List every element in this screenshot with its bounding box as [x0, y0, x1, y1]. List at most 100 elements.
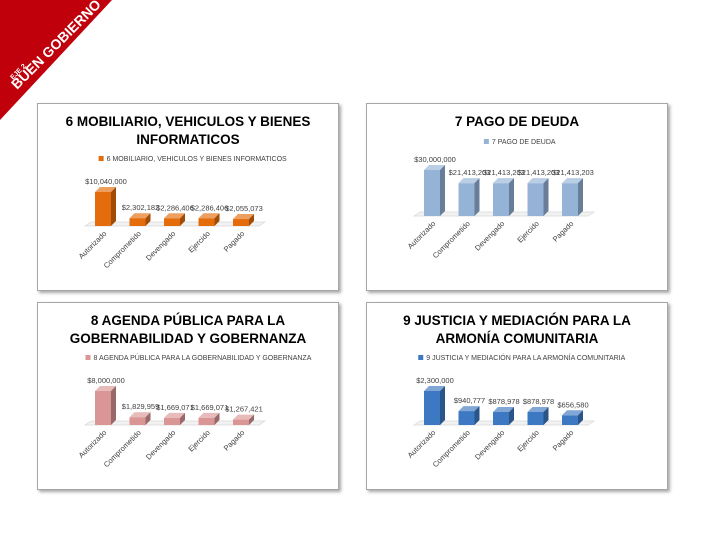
- data-label: $21,413,203: [449, 168, 491, 177]
- tick-label: Ejercido: [515, 219, 541, 245]
- tick-label: Autorizado: [406, 428, 438, 460]
- legend-label: 7 PAGO DE DEUDA: [492, 139, 556, 146]
- chart-mobiliario: 6 MOBILIARIO, VEHICULOS Y BIENES INFORMAT…: [66, 114, 311, 270]
- bar-top: [493, 407, 514, 413]
- data-label: $10,040,000: [85, 177, 127, 186]
- bar-top: [164, 213, 185, 219]
- bar-side: [111, 386, 116, 425]
- chart-title-line: INFORMATICOS: [136, 132, 239, 147]
- bar: [424, 391, 440, 425]
- bar-side: [543, 407, 549, 425]
- chart-title-line: 8 AGENDA PÚBLICA PARA LA: [91, 313, 286, 328]
- data-label: $1,829,959: [122, 402, 160, 411]
- chart-panel-pago-deuda: 7 PAGO DE DEUDA 7 PAGO DE DEUDA $30,000,00…: [366, 103, 668, 291]
- bar-side: [474, 406, 480, 425]
- bar-side: [440, 386, 445, 425]
- bar-side: [214, 412, 220, 425]
- bar: [493, 183, 509, 216]
- data-label: $21,413,203: [483, 168, 525, 177]
- legend-swatch: [85, 355, 91, 360]
- bar: [95, 391, 111, 425]
- bar-side: [543, 178, 549, 216]
- bar-top: [129, 412, 151, 418]
- bar-side: [249, 414, 254, 425]
- bar: [164, 417, 180, 425]
- data-label: $2,286,406: [191, 203, 229, 212]
- legend-swatch: [98, 156, 104, 161]
- tick-label: Ejercido: [186, 428, 212, 454]
- bar-side: [145, 213, 151, 226]
- bar: [198, 218, 215, 226]
- bar-top: [562, 178, 583, 184]
- bar-top: [129, 213, 151, 219]
- legend-swatch: [418, 355, 424, 360]
- tick-label: Autorizado: [77, 428, 109, 460]
- chart-pago-deuda: 7 PAGO DE DEUDA 7 PAGO DE DEUDA $30,000,00…: [406, 114, 596, 260]
- bar-top: [458, 178, 480, 184]
- tick-label: Pagado: [551, 219, 576, 244]
- bar-top: [424, 386, 445, 391]
- legend-label: 8 AGENDA PÚBLICA PARA LA GOBERNABILIDAD …: [94, 353, 312, 362]
- chart-agenda-publica: 8 AGENDA PÚBLICA PARA LA GOBERNABILIDAD Y…: [70, 313, 312, 469]
- bar-top: [95, 187, 116, 192]
- bar-side: [180, 213, 185, 226]
- bar: [424, 170, 440, 216]
- bar-top: [493, 178, 514, 184]
- tick-label: Ejercido: [186, 229, 212, 255]
- bar-side: [214, 213, 220, 226]
- bar-top: [233, 214, 254, 220]
- data-label: $878,978: [488, 397, 519, 406]
- bar: [164, 218, 180, 226]
- chart-panel-agenda-publica: 8 AGENDA PÚBLICA PARA LA GOBERNABILIDAD Y…: [37, 302, 339, 490]
- data-label: $21,413,203: [552, 168, 594, 177]
- bar: [129, 218, 146, 226]
- bar-side: [440, 165, 445, 216]
- data-label: $2,286,406: [156, 203, 194, 212]
- data-label: $878,978: [523, 397, 554, 406]
- bar-side: [509, 407, 514, 425]
- data-label: $2,302,182: [122, 203, 160, 212]
- bar-side: [474, 178, 480, 216]
- bar-side: [145, 412, 151, 425]
- bar-side: [509, 178, 514, 216]
- chart-title-line: 9 JUSTICIA Y MEDIACIÓN PARA LA: [403, 313, 631, 328]
- legend-label: 9 JUSTICIA Y MEDIACIÓN PARA LA ARMONÍA C…: [426, 353, 625, 362]
- bar-top: [95, 386, 116, 391]
- bar: [562, 183, 578, 216]
- bar-side: [578, 178, 583, 216]
- chart-title-line: ARMONÍA COMUNITARIA: [436, 331, 599, 346]
- data-label: $2,300,000: [416, 376, 454, 385]
- tick-label: Devengado: [144, 428, 177, 461]
- data-label: $940,777: [454, 396, 485, 405]
- bar: [458, 411, 475, 425]
- chart-title-line: 7 PAGO DE DEUDA: [455, 114, 580, 129]
- bar: [527, 183, 544, 216]
- tick-label: Pagado: [222, 229, 247, 254]
- bar: [493, 412, 509, 425]
- chart-title-line: GOBERNABILIDAD Y GOBERNANZA: [70, 331, 307, 346]
- tick-label: Devengado: [473, 219, 506, 252]
- data-label: $656,580: [557, 400, 588, 409]
- bar: [233, 419, 249, 425]
- tick-label: Pagado: [551, 428, 576, 453]
- legend-swatch: [483, 139, 489, 144]
- data-label: $1,267,421: [225, 405, 263, 414]
- bar-side: [180, 412, 185, 425]
- bar: [129, 417, 146, 425]
- bar: [233, 219, 249, 226]
- data-label: $21,413,203: [518, 168, 560, 177]
- bar-side: [111, 187, 116, 226]
- bar-top: [424, 165, 445, 170]
- data-label: $2,055,073: [225, 204, 263, 213]
- chart-panel-justicia-mediacion: 9 JUSTICIA Y MEDIACIÓN PARA LA ARMONÍA CO…: [366, 302, 668, 490]
- corner-banner: EJE 2 BUEN GOBIERNO: [0, 0, 112, 120]
- tick-label: Autorizado: [406, 219, 438, 251]
- bar-top: [198, 412, 220, 418]
- bar: [562, 415, 578, 425]
- bar-side: [249, 214, 254, 226]
- data-label: $8,000,000: [87, 376, 125, 385]
- tick-label: Devengado: [473, 428, 506, 461]
- bar-top: [527, 178, 549, 184]
- bar-top: [527, 407, 549, 413]
- legend-label: 6 MOBILIARIO, VEHICULOS Y BIENES INFORMA…: [107, 156, 287, 163]
